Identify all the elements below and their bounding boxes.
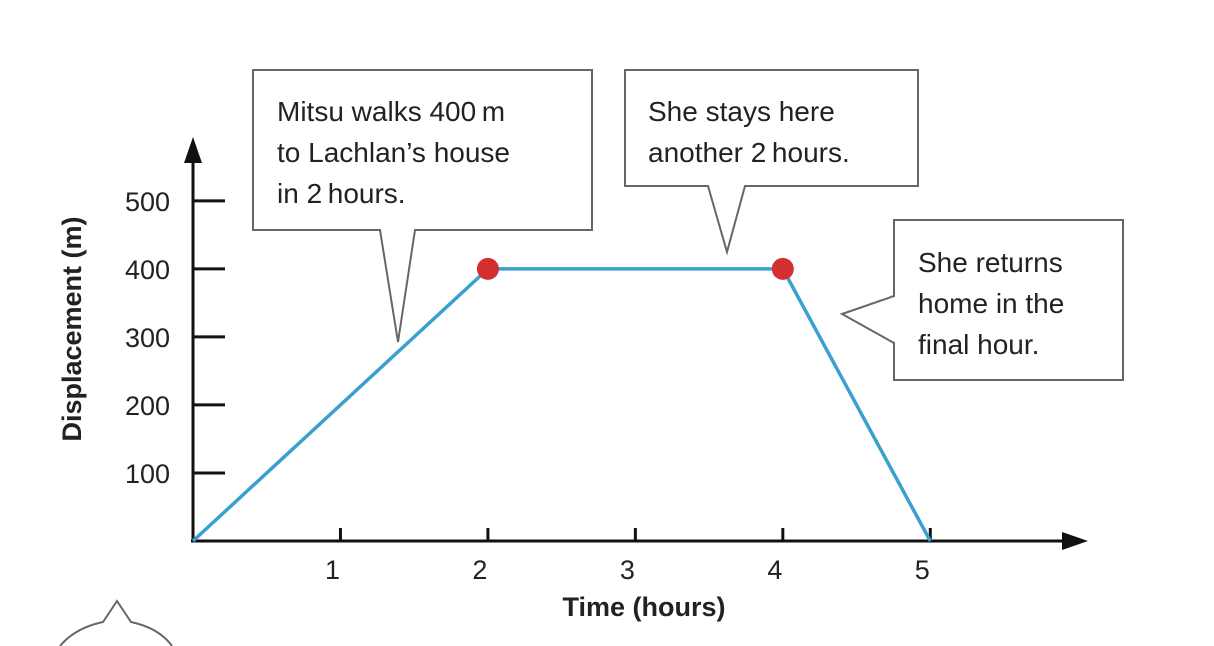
callout-return: She returns home in the final hour. bbox=[839, 219, 1124, 381]
x-tick-label: 2 bbox=[472, 555, 487, 585]
axes bbox=[184, 137, 1088, 550]
callout-walk-line-2: to Lachlan’s house bbox=[277, 137, 510, 168]
callout-stay-line-1: She stays here bbox=[648, 96, 835, 127]
data-point-marker bbox=[476, 257, 499, 280]
x-axis-arrowhead bbox=[1062, 532, 1088, 550]
callout-stay-line-2: another 2 hours. bbox=[648, 137, 850, 168]
callout-walk-line-3: in 2 hours. bbox=[277, 178, 406, 209]
y-tick-label: 300 bbox=[125, 323, 170, 353]
series-group bbox=[191, 267, 932, 543]
callout-walk-line-1: Mitsu walks 400 m bbox=[277, 96, 505, 127]
x-tick-label: 1 bbox=[325, 555, 340, 585]
x-tick-label: 3 bbox=[620, 555, 635, 585]
callout-walk-box bbox=[252, 69, 593, 343]
y-axis-arrowhead bbox=[184, 137, 202, 163]
y-tick-label: 200 bbox=[125, 391, 170, 421]
callout-stay-box bbox=[624, 69, 919, 256]
y-tick-label: 500 bbox=[125, 187, 170, 217]
x-axis-title: Time (hours) bbox=[562, 592, 725, 622]
callout-return-line-1: She returns bbox=[918, 247, 1063, 278]
data-point-marker bbox=[771, 257, 794, 280]
markers-group bbox=[476, 257, 794, 280]
callout-return-line-3: final hour. bbox=[918, 329, 1039, 360]
callout-walk: Mitsu walks 400 m to Lachlan’s house in … bbox=[252, 69, 593, 343]
x-tick-label: 5 bbox=[915, 555, 930, 585]
y-tick-label: 400 bbox=[125, 255, 170, 285]
displacement-line bbox=[191, 267, 932, 543]
y-axis-title: Displacement (m) bbox=[57, 216, 87, 441]
partial-callout-shape bbox=[59, 599, 173, 646]
axis-ticks bbox=[193, 199, 932, 541]
y-tick-label: 100 bbox=[125, 459, 170, 489]
x-tick-label: 4 bbox=[767, 555, 782, 585]
callout-return-box bbox=[839, 219, 1124, 381]
callout-stay: She stays here another 2 hours. bbox=[624, 69, 919, 256]
callout-return-line-2: home in the bbox=[918, 288, 1064, 319]
axis-tick-labels: 1 2 3 4 5 100 200 300 400 500 bbox=[125, 187, 930, 585]
